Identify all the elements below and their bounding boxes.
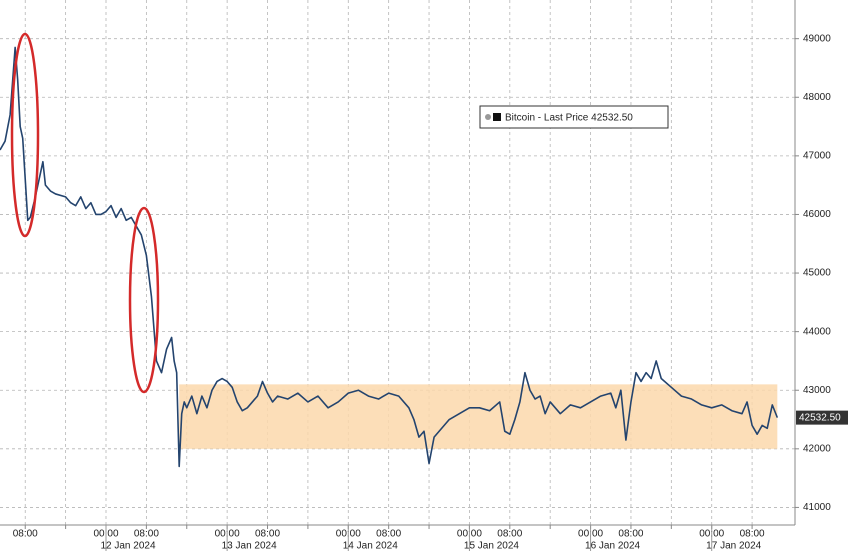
x-tick-label: 08:00 — [740, 529, 765, 540]
price-line — [0, 46, 779, 468]
band-layer — [179, 384, 778, 449]
y-tick-label: 48000 — [803, 92, 831, 103]
y-tick-label: 41000 — [803, 502, 831, 513]
legend-label: Bitcoin - Last Price — [505, 112, 589, 123]
y-tick-label: 45000 — [803, 268, 831, 279]
x-tick-label: 08:00 — [497, 529, 522, 540]
grid — [0, 0, 795, 525]
x-date-label: 13 Jan 2024 — [222, 541, 277, 551]
legend-box — [479, 105, 669, 129]
x-date-label: 15 Jan 2024 — [464, 541, 519, 551]
x-date-label: 12 Jan 2024 — [100, 541, 155, 551]
legend-swatch — [493, 113, 501, 121]
x-date-label: 16 Jan 2024 — [585, 541, 640, 551]
x-date-label: 14 Jan 2024 — [343, 541, 398, 551]
annotation-circle — [10, 32, 40, 238]
legend-text: Bitcoin - Last Price 42532.50 — [505, 112, 633, 123]
legend: Bitcoin - Last Price 42532.50 — [479, 105, 669, 129]
last-price-tag — [796, 410, 848, 425]
plot-layer — [0, 46, 779, 468]
y-tick-label: 47000 — [803, 151, 831, 162]
y-tick-label: 46000 — [803, 209, 831, 220]
y-tick-label: 42000 — [803, 443, 831, 454]
legend-dot — [485, 114, 491, 120]
y-tick-label: 44000 — [803, 326, 831, 337]
y-tick-label: 43000 — [803, 385, 831, 396]
legend-last-price: 42532.50 — [591, 112, 633, 123]
x-tick-label: 08:00 — [13, 529, 38, 540]
highlight-band — [179, 384, 778, 449]
x-tick-label: 08:00 — [376, 529, 401, 540]
y-tick-label: 49000 — [803, 33, 831, 44]
x-tick-label: 08:00 — [618, 529, 643, 540]
annotation-circle — [128, 206, 160, 394]
last-price-tag-label: 42532.50 — [799, 412, 841, 423]
x-tick-label: 08:00 — [134, 529, 159, 540]
x-date-label: 17 Jan 2024 — [706, 541, 761, 551]
x-tick-label: 08:00 — [255, 529, 280, 540]
